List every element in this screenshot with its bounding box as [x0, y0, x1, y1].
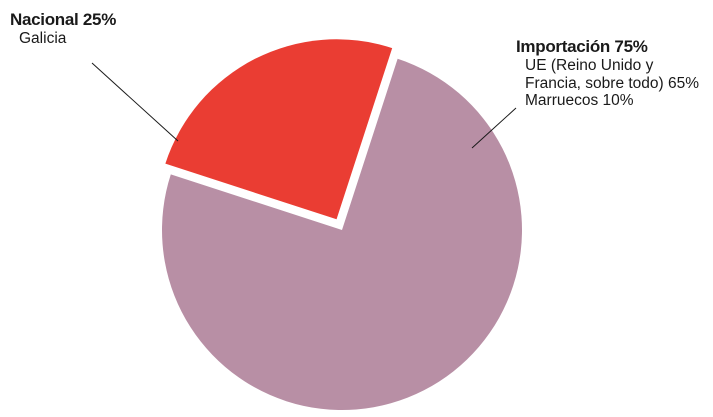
label-nacional: Nacional 25% Galicia: [10, 11, 116, 47]
label-importacion-line-3: Marruecos 10%: [525, 92, 634, 109]
label-nacional-line-1: Galicia: [19, 30, 67, 47]
leader-line-nacional: [91, 62, 179, 142]
leader-lines: [91, 62, 517, 149]
label-importacion: Importación 75% UE (Reino Unido y Franci…: [516, 38, 699, 109]
label-nacional-title: Nacional 25%: [10, 10, 117, 29]
label-importacion-title: Importación 75%: [516, 37, 648, 56]
label-importacion-line-1: UE (Reino Unido y: [525, 57, 654, 74]
label-importacion-line-2: Francia, sobre todo) 65%: [525, 74, 700, 92]
pie-slices: [161, 39, 522, 411]
leader-line-importacion: [471, 107, 517, 149]
pie-slice-nacional: [165, 39, 393, 220]
pie-slice-importacin: [161, 58, 522, 411]
